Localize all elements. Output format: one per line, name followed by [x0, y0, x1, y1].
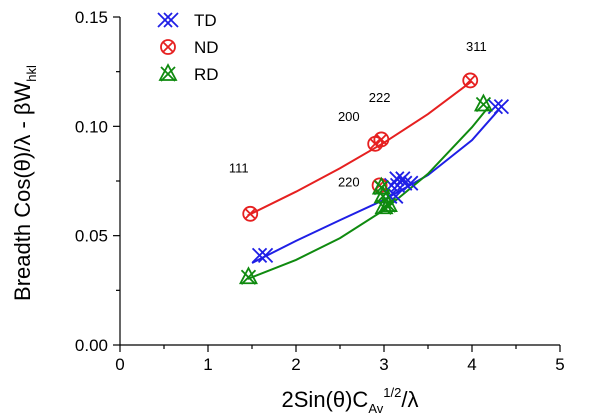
data-point-td [251, 247, 274, 263]
data-point-nd [462, 72, 479, 89]
fit-curve-nd [247, 80, 473, 217]
axis-titles: 2Sin(θ)CAv1/2/λ Breadth Cos(θ)/λ - βWhkl [10, 65, 418, 416]
y-axis-title: Breadth Cos(θ)/λ - βWhkl [10, 65, 39, 301]
y-tick-label: 0.15 [75, 8, 108, 27]
fit-curve-rd [247, 104, 491, 280]
peak-label: 220 [338, 174, 360, 189]
fit-curve-td [251, 109, 500, 264]
fit-curves [247, 80, 500, 280]
legend-label-rd: RD [194, 65, 219, 84]
legend-label-nd: ND [194, 38, 219, 57]
x-tick-label: 5 [555, 355, 564, 374]
legend-marker-rd [158, 63, 178, 82]
data-point-rd [238, 266, 258, 285]
peak-label: 200 [338, 109, 360, 124]
data-point-nd [242, 205, 259, 222]
x-tick-label: 0 [115, 355, 124, 374]
y-tick-label: 0.10 [75, 117, 108, 136]
axes: 0 1 2 3 4 5 0.00 0.05 0.10 0.15 [75, 8, 565, 374]
data-point-td [397, 175, 419, 191]
peak-label: 111 [229, 160, 249, 175]
x-tick-label: 1 [203, 355, 212, 374]
legend: TD ND RD [157, 11, 219, 84]
x-tick-label: 2 [291, 355, 300, 374]
legend-marker-td [157, 12, 179, 28]
peak-label: 311 [466, 39, 487, 54]
x-tick-label: 3 [379, 355, 388, 374]
peak-label: 222 [369, 90, 391, 105]
legend-label-td: TD [194, 11, 217, 30]
data-point-td [389, 171, 411, 187]
data-points [238, 72, 510, 285]
data-point-rd [378, 194, 398, 213]
peak-annotations: 111 200 222 220 311 [229, 39, 487, 190]
x-tick-label: 4 [467, 355, 476, 374]
legend-marker-nd [160, 39, 176, 55]
data-point-nd [373, 131, 390, 148]
y-tick-label: 0.05 [75, 227, 108, 246]
y-tick-label: 0.00 [75, 336, 108, 355]
x-axis-title: 2Sin(θ)CAv1/2/λ [282, 385, 419, 416]
data-point-rd [473, 93, 493, 113]
